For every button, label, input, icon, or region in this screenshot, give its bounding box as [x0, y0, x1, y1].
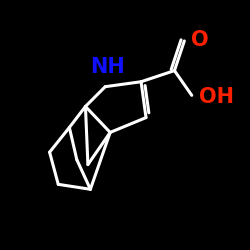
- Text: NH: NH: [90, 57, 125, 77]
- Text: O: O: [191, 30, 209, 50]
- Text: OH: OH: [199, 86, 234, 106]
